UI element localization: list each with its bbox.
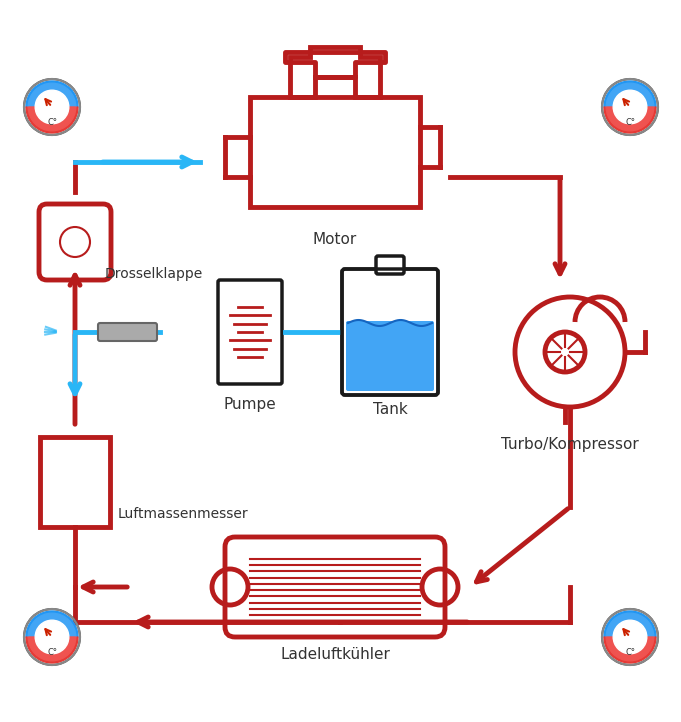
FancyBboxPatch shape (342, 269, 438, 395)
Text: C°: C° (47, 118, 57, 127)
Wedge shape (35, 90, 69, 123)
Wedge shape (606, 637, 654, 661)
Text: C°: C° (47, 648, 57, 657)
Wedge shape (26, 611, 78, 637)
Wedge shape (613, 620, 647, 654)
Wedge shape (606, 83, 654, 107)
Bar (40, 437, 110, 527)
Text: Pumpe: Pumpe (223, 397, 276, 412)
Wedge shape (604, 637, 656, 663)
Text: Motor: Motor (313, 232, 357, 247)
Wedge shape (26, 107, 78, 133)
Wedge shape (28, 83, 76, 107)
Wedge shape (606, 613, 654, 637)
Wedge shape (606, 107, 654, 131)
Wedge shape (28, 107, 76, 131)
Wedge shape (613, 90, 647, 123)
Wedge shape (604, 81, 656, 107)
FancyBboxPatch shape (218, 280, 282, 384)
FancyBboxPatch shape (376, 256, 404, 274)
Text: Ladeluftkühler: Ladeluftkühler (280, 647, 390, 662)
FancyBboxPatch shape (98, 323, 157, 341)
Wedge shape (26, 81, 78, 107)
Wedge shape (26, 637, 78, 663)
Wedge shape (604, 107, 656, 133)
Wedge shape (28, 613, 76, 637)
Text: Luftmassenmesser: Luftmassenmesser (118, 507, 249, 521)
Text: C°: C° (625, 648, 635, 657)
Text: Tank: Tank (373, 402, 407, 417)
Text: C°: C° (625, 118, 635, 127)
Wedge shape (35, 620, 69, 654)
Text: Drosselklappe: Drosselklappe (105, 267, 203, 281)
Wedge shape (604, 611, 656, 637)
Text: Turbo/Kompressor: Turbo/Kompressor (501, 437, 639, 452)
Wedge shape (28, 637, 76, 661)
FancyBboxPatch shape (346, 321, 434, 391)
